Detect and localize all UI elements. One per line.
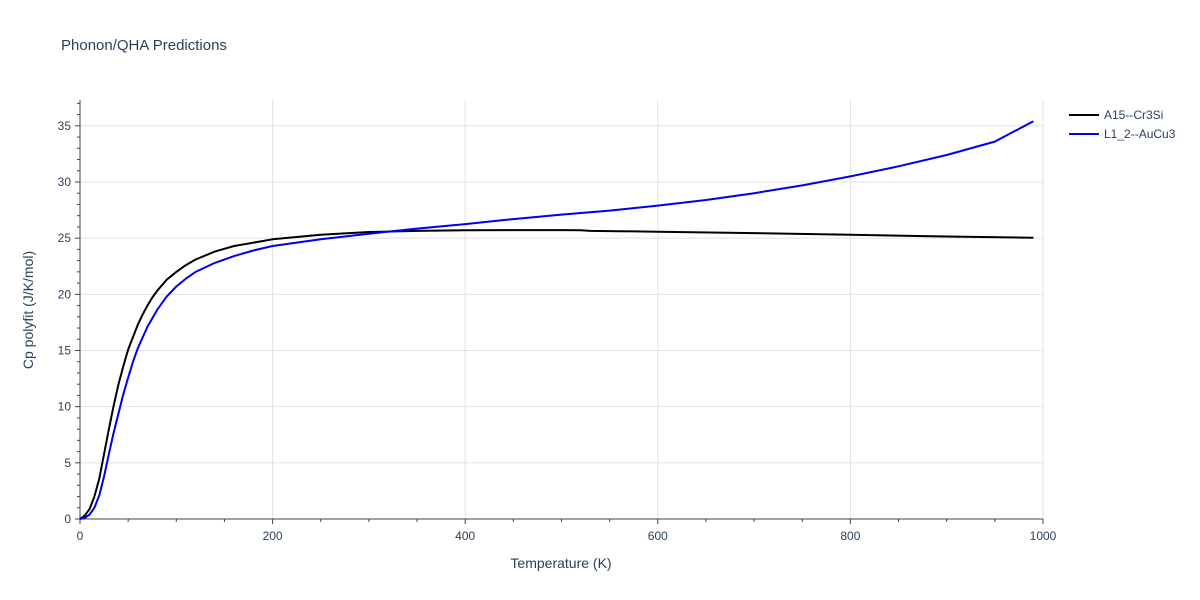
x-tick-label: 800 [840,529,860,543]
legend-label: L1_2--AuCu3 [1104,127,1176,141]
axes: 0 200 400 600 800 1000 0 5 10 15 20 25 30 35 [58,100,1057,543]
y-axis-title: Cp polyfit (J/K/mol) [20,251,36,369]
y-tick-label: 15 [58,344,72,358]
series-line-2 [79,120,1034,520]
y-tick-label: 0 [64,512,71,526]
y-tick-label: 20 [58,287,72,301]
y-tick-label: 5 [64,456,71,470]
y-tick-label: 35 [58,119,72,133]
grid [80,100,1044,519]
legend[interactable]: A15--Cr3Si L1_2--AuCu3 [1069,108,1176,141]
x-tick-label: 600 [648,529,668,543]
legend-item[interactable]: A15--Cr3Si [1069,108,1163,122]
chart-title: Phonon/QHA Predictions [61,37,227,54]
x-tick-label: 0 [77,529,84,543]
series-line-1 [79,229,1034,520]
y-tick-label: 30 [58,175,72,189]
x-tick-label: 1000 [1030,529,1057,543]
legend-item[interactable]: L1_2--AuCu3 [1069,127,1176,141]
y-tick-label: 10 [58,400,72,414]
x-tick-label: 200 [263,529,283,543]
x-axis-title: Temperature (K) [510,555,611,571]
series-group [79,120,1034,520]
x-tick-label: 400 [455,529,475,543]
legend-label: A15--Cr3Si [1104,108,1163,122]
y-tick-label: 25 [58,231,72,245]
